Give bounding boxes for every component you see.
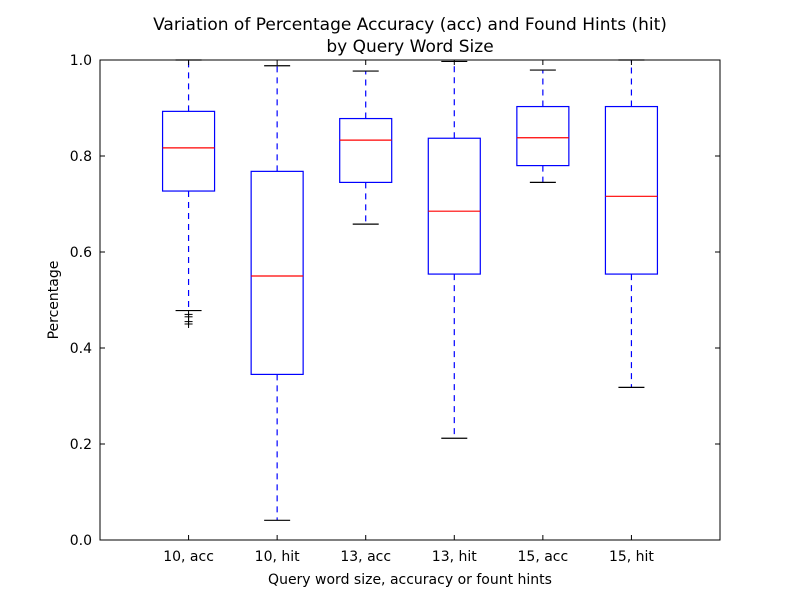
box-iqr <box>339 117 393 183</box>
y-tick-label: 0.0 <box>70 533 92 549</box>
plot-area <box>161 59 659 521</box>
y-axis: 0.0 0.2 0.4 0.6 0.8 1.0 <box>70 53 720 549</box>
y-tick-label: 0.6 <box>70 245 92 261</box>
box-iqr <box>250 170 304 375</box>
y-tick-label: 0.4 <box>70 341 92 357</box>
x-tick-label: 15, hit <box>609 549 654 565</box>
box-group <box>339 70 393 225</box>
x-tick-label: 13, hit <box>432 549 477 565</box>
chart-title-line-1: Variation of Percentage Accuracy (acc) a… <box>153 15 667 35</box>
outlier-point <box>184 320 193 328</box>
x-tick-label: 15, acc <box>518 549 569 565</box>
plot-frame <box>99 59 721 541</box>
box-group <box>161 59 216 328</box>
x-axis-label: Query word size, accuracy or fount hints <box>268 572 552 588</box>
x-axis: 10, acc 10, hit 13, acc 13, hit 15, acc 15, h… <box>163 60 654 565</box>
box-iqr <box>161 110 216 192</box>
box-group <box>516 69 570 183</box>
y-tick-label: 0.8 <box>70 149 92 165</box>
x-tick-label: 10, acc <box>163 549 214 565</box>
box-iqr <box>516 105 570 167</box>
box-group <box>427 60 481 439</box>
x-tick-label: 10, hit <box>255 549 300 565</box>
box-iqr <box>427 137 481 275</box>
box-group <box>604 59 659 388</box>
chart-title-line-2: by Query Word Size <box>326 37 493 57</box>
y-tick-label: 1.0 <box>70 53 92 69</box>
box-group <box>250 65 304 521</box>
y-tick-label: 0.2 <box>70 437 92 453</box>
box-iqr <box>604 105 659 275</box>
y-axis-label: Percentage <box>46 261 62 340</box>
x-tick-label: 13, acc <box>340 549 391 565</box>
